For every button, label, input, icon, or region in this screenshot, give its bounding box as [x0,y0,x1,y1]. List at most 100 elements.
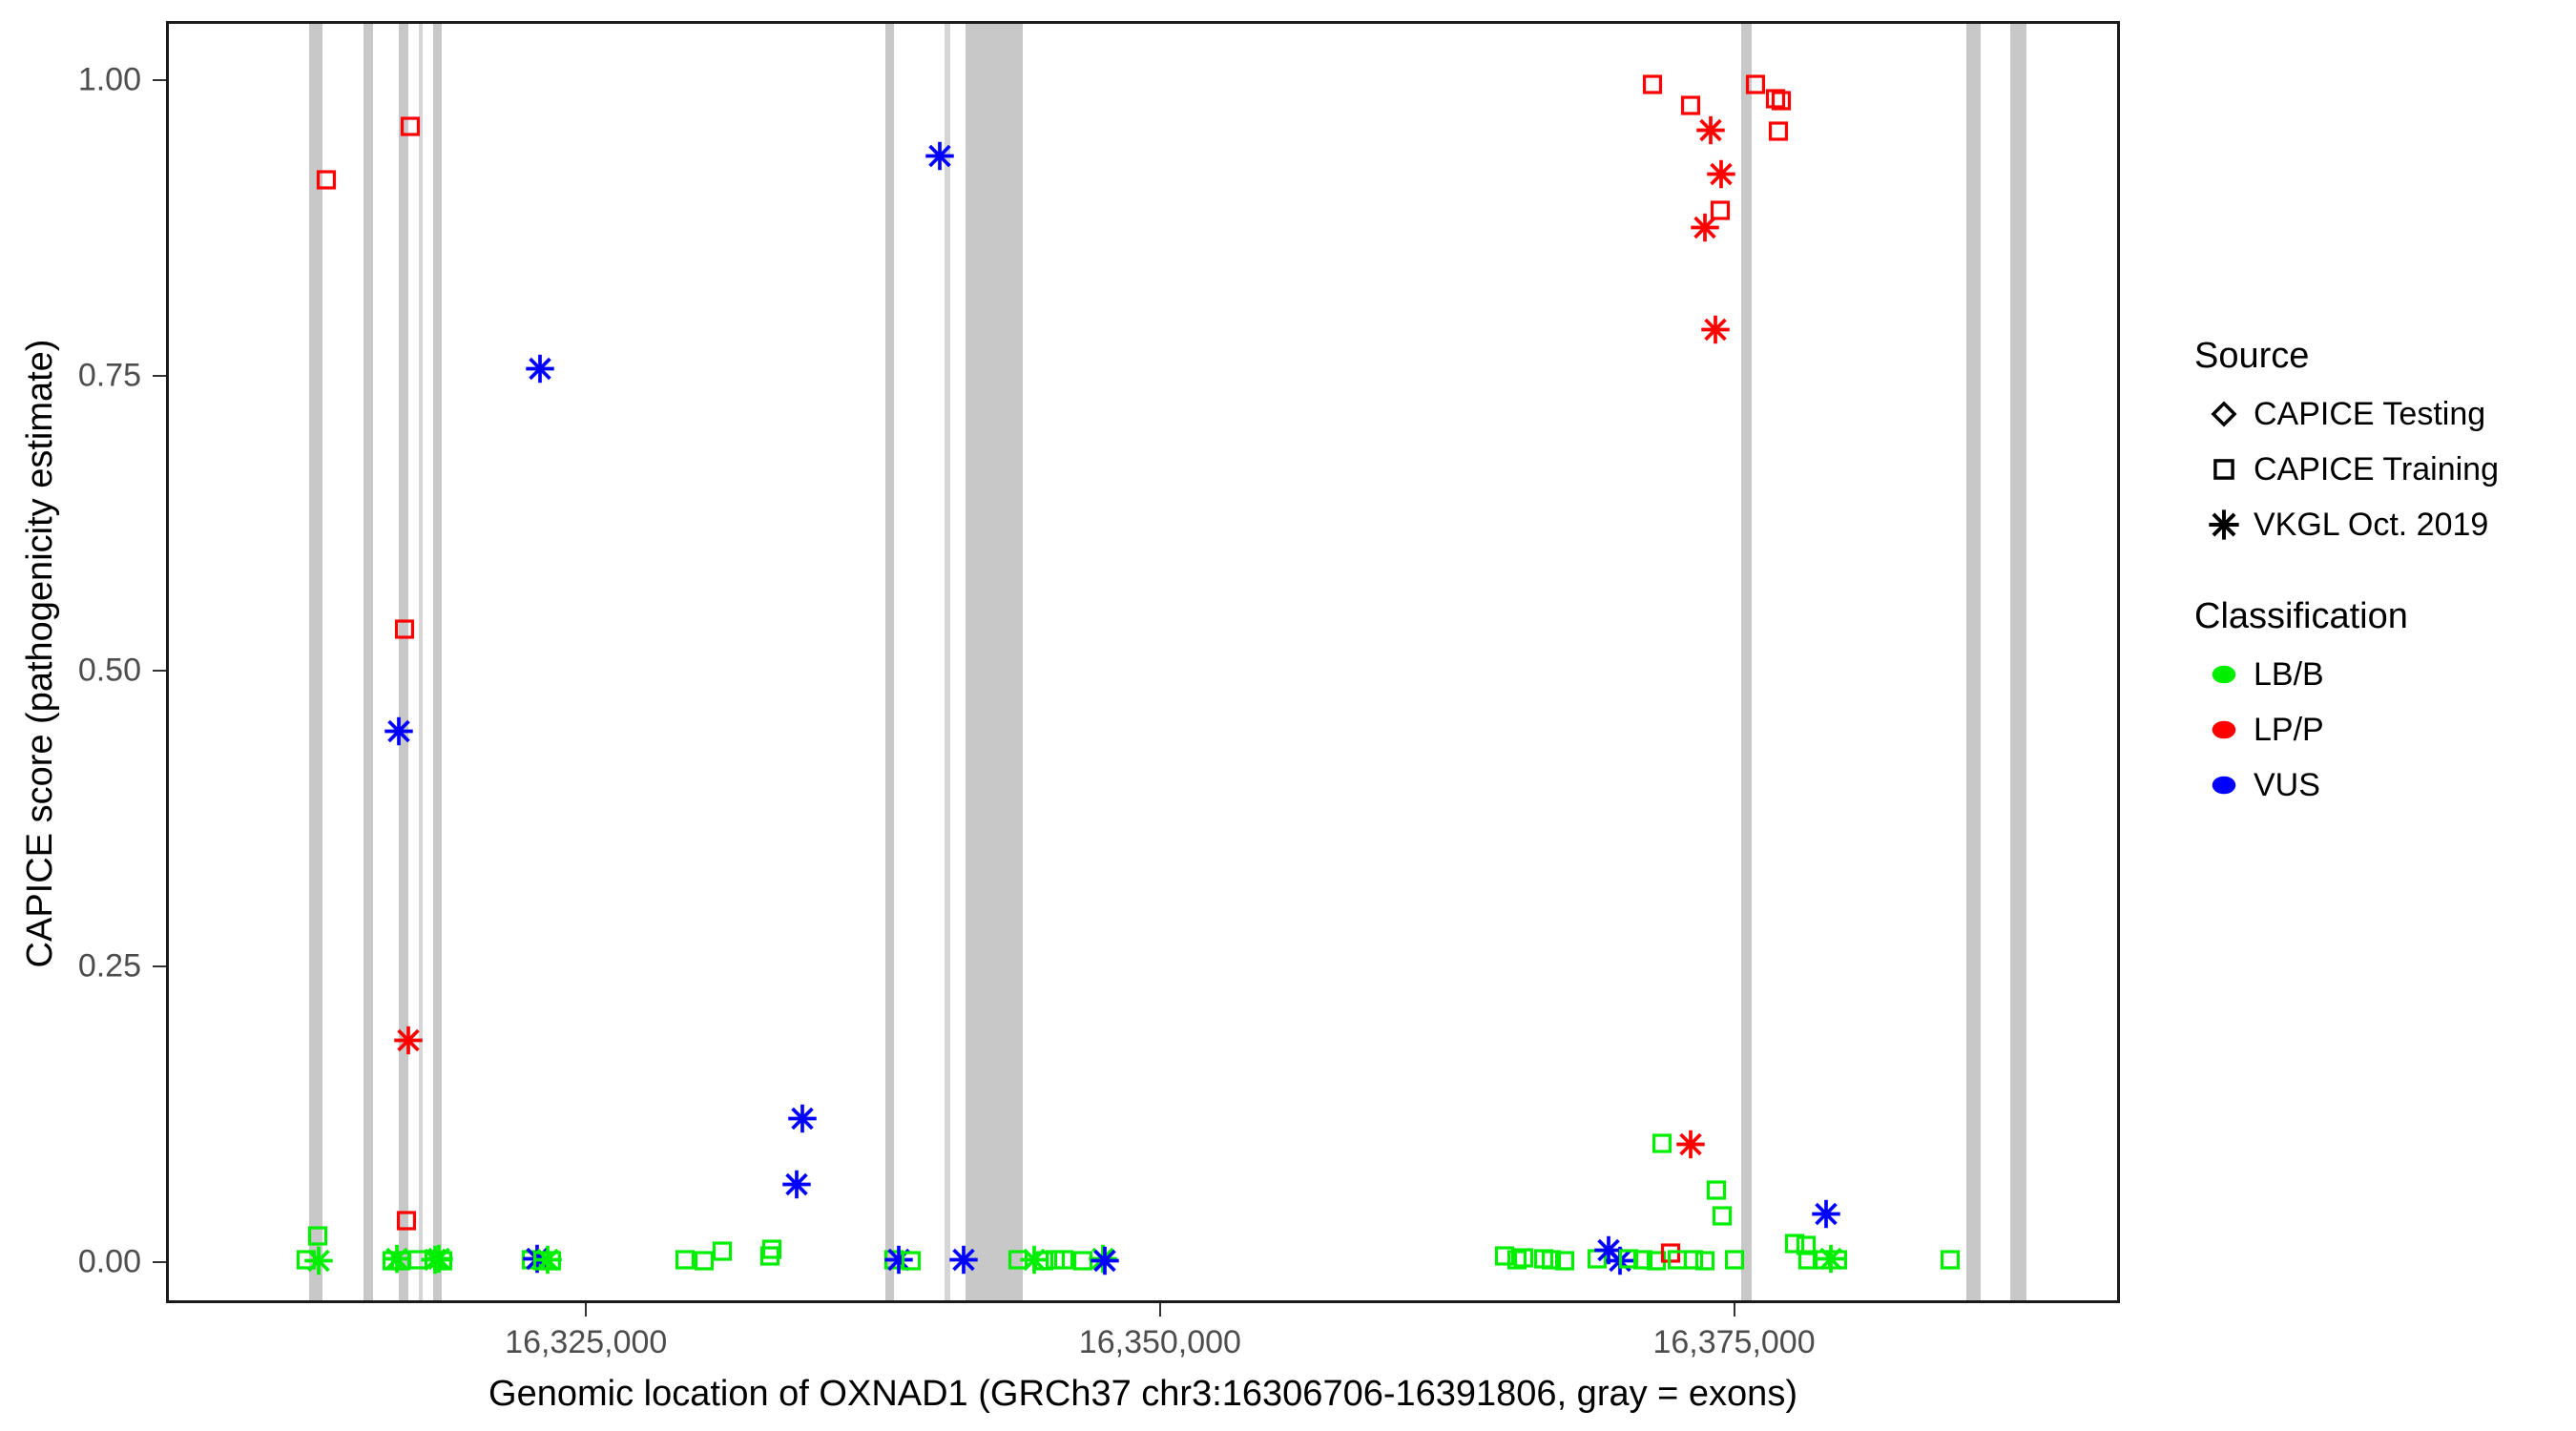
data-point [1491,1243,1518,1275]
plot-panel [166,21,2120,1303]
y-tick-label: 0.00 [77,1243,141,1280]
x-tick-mark [585,1303,588,1317]
data-point [1615,1245,1642,1276]
exon-band [2009,24,2026,1300]
legend-source-rows: CAPICE Testing CAPICE Training VKGL Oct. 2… [2194,386,2576,552]
data-point [1692,1248,1718,1279]
diamond-icon [2194,386,2254,442]
legend-group-source: Source CAPICE Testing CAPICE Training VKGL… [2194,336,2576,552]
data-point [538,1248,565,1279]
data-point [525,354,555,389]
data-point [1538,1247,1565,1278]
data-point [1700,315,1731,350]
data-point [1781,1230,1808,1261]
x-axis-title: Genomic location of OXNAD1 (GRCh37 chr3:… [488,1374,1797,1414]
data-point [1680,1247,1707,1278]
exon-band [884,24,895,1300]
data-point [1809,1247,1836,1278]
data-point [522,1243,552,1278]
data-point [1042,1247,1069,1278]
exon-band [364,24,374,1300]
legend-title-classification: Classification [2194,596,2408,636]
asterisk-icon [2194,497,2254,552]
data-point [1707,197,1734,229]
data-point [1551,1248,1578,1279]
legend-title-source: Source [2194,336,2310,376]
y-tick-label: 0.75 [77,357,141,394]
y-tick-mark [153,78,166,81]
data-point [532,1245,563,1280]
data-point [672,1247,698,1278]
circle-icon [2194,702,2254,757]
data-point [1816,1243,1846,1278]
legend-group-classification: Classification LB/B LP/P VUS [2194,596,2576,813]
data-point [1630,1247,1656,1278]
legend-item-capice-testing[interactable]: CAPICE Testing [2194,386,2576,442]
data-point [1070,1248,1096,1279]
data-point [1649,1130,1675,1161]
data-point [1504,1247,1530,1278]
y-tick-mark [153,670,166,673]
data-point [1795,1247,1821,1278]
legend-item-label: VUS [2254,766,2320,803]
data-point [1664,1247,1691,1278]
data-point [1030,1248,1057,1279]
y-tick-mark [153,374,166,377]
data-point [1593,1235,1624,1271]
data-point [1643,1248,1670,1279]
legend-item-lp-p[interactable]: LP/P [2194,702,2576,757]
data-point [781,1169,812,1204]
y-tick-label: 0.50 [77,652,141,689]
circle-icon [2194,647,2254,702]
legend: Source CAPICE Testing CAPICE Training VKGL… [2194,336,2576,857]
x-tick-label: 16,350,000 [1078,1324,1241,1360]
data-point [1584,1245,1610,1276]
data-point [787,1103,818,1138]
legend-classification-rows: LB/B LP/P VUS [2194,647,2576,813]
x-tick-mark [1733,1303,1735,1317]
data-point [1639,71,1666,102]
y-tick-label: 0.25 [77,947,141,985]
x-tick-label: 16,325,000 [505,1324,668,1360]
legend-item-label: VKGL Oct. 2019 [2254,506,2489,543]
exon-band [1966,24,1981,1300]
legend-item-vus[interactable]: VUS [2194,757,2576,813]
data-point [1793,1233,1819,1264]
legend-item-lb-b[interactable]: LB/B [2194,647,2576,702]
data-point [1811,1198,1841,1234]
data-point [1768,87,1795,118]
data-point [758,1236,785,1268]
data-point [1677,92,1704,123]
exon-band [419,24,423,1300]
data-point [1765,118,1792,150]
data-point [1690,212,1720,247]
data-point [1510,1244,1537,1275]
data-point [1762,85,1789,116]
data-point [691,1248,717,1279]
exon-band [945,24,951,1300]
y-tick-mark [153,1260,166,1263]
legend-item-label: CAPICE Training [2254,450,2499,487]
data-point [1019,1245,1049,1280]
data-point [1703,1177,1730,1209]
exon-band [398,24,409,1300]
x-tick-label: 16,375,000 [1652,1324,1816,1360]
data-point [530,1248,556,1279]
legend-item-label: CAPICE Testing [2254,395,2486,432]
legend-item-vkgl-oct-2019[interactable]: VKGL Oct. 2019 [2194,497,2576,552]
circle-icon [2194,757,2254,813]
y-tick-mark [153,964,166,967]
exon-band [308,24,323,1300]
data-point [757,1243,783,1275]
legend-item-label: LB/B [2254,655,2324,693]
exon-band [965,24,1024,1300]
data-point [1050,1247,1077,1278]
data-point [1675,1129,1706,1164]
data-point [1090,1246,1120,1281]
data-point [1709,1203,1735,1234]
legend-item-capice-training[interactable]: CAPICE Training [2194,442,2576,497]
data-point [1695,114,1726,150]
data-point [898,1248,924,1279]
exon-band [432,24,443,1300]
